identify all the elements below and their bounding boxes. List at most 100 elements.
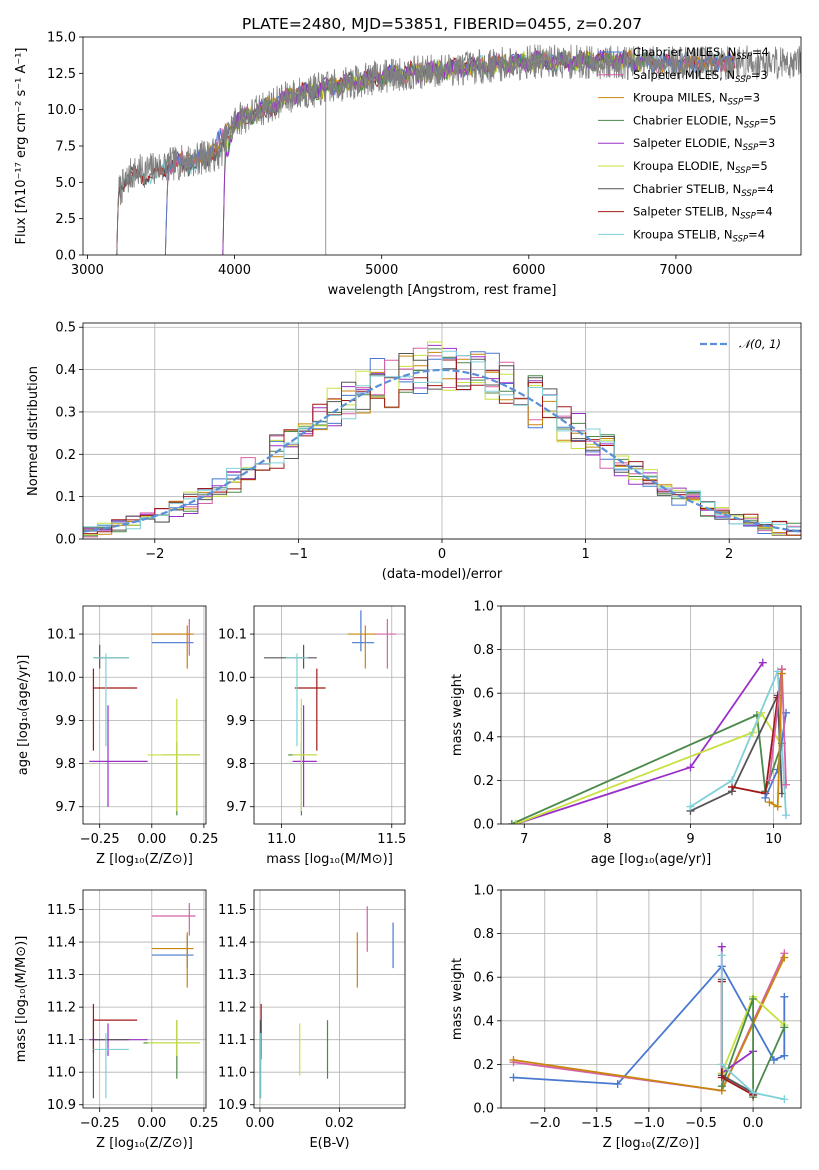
y-tick-label: 0.3 xyxy=(55,405,76,420)
y-tick-label: 5.0 xyxy=(55,176,76,191)
marker xyxy=(717,1073,726,1082)
x-tick-label: 5000 xyxy=(365,263,398,278)
y-tick-label: 0.2 xyxy=(55,448,76,463)
residuals-plot-area xyxy=(83,341,801,538)
errorbar-salpeter-elodie xyxy=(292,705,317,807)
mass-weight-vs-Z-frame xyxy=(500,889,802,1109)
x-tick-label: 7000 xyxy=(659,263,692,278)
marker xyxy=(782,811,791,820)
weights-kroupa-stelib xyxy=(717,951,789,1104)
y-tick-label: 11.5 xyxy=(47,903,76,918)
legend-entry: Chabrier STELIB, NSSP=4 xyxy=(633,182,774,199)
y-tick-label: 11.4 xyxy=(47,936,76,951)
y-tick-label: 11.4 xyxy=(218,936,247,951)
age-vs-mass-plot-area xyxy=(263,610,397,816)
errorbar-kroupa-stelib xyxy=(93,1033,129,1099)
y-tick-label: 9.8 xyxy=(55,757,76,772)
chart-title: PLATE=2480, MJD=53851, FIBERID=0455, z=0… xyxy=(242,15,642,33)
legend-entry: Kroupa STELIB, NSSP=4 xyxy=(633,227,765,244)
y-tick-label: 11.2 xyxy=(47,1001,76,1016)
y-tick-label: 10.0 xyxy=(47,671,76,686)
x-axis-label: mass [log₁₀(M/M⊙)] xyxy=(266,852,393,867)
y-tick-label: 0.1 xyxy=(55,490,76,505)
y-tick-label: 11.0 xyxy=(218,1066,247,1081)
x-tick-label: −2 xyxy=(145,547,164,562)
x-axis-label: E(B-V) xyxy=(309,1136,349,1151)
mass-vs-Z-plot-area xyxy=(89,903,200,1099)
mass-vs-ebv-axes: 0.00 0.02 10.9 11.0 11.1 11.2 11.3 11.4 11.5 E(B-… xyxy=(218,889,406,1151)
errorbar-kroupa-elodie xyxy=(292,698,317,812)
y-tick-label: 15.0 xyxy=(47,31,76,46)
y-axis-label: mass weight xyxy=(450,674,465,756)
marker xyxy=(749,995,758,1003)
marker xyxy=(780,953,789,962)
weights-salpeter-miles xyxy=(765,665,791,789)
y-tick-label: 11.5 xyxy=(218,903,247,918)
y-axis-label: mass [log₁₀(M/M⊙)] xyxy=(14,936,29,1063)
y-tick-label: 10.1 xyxy=(218,628,247,643)
y-tick-label: 11.3 xyxy=(218,968,247,983)
marker xyxy=(780,1051,789,1060)
errorbar-kroupa-miles xyxy=(151,932,194,988)
errorbar-salpeter-stelib xyxy=(92,1003,138,1053)
y-tick-label: 11.0 xyxy=(47,1066,76,1081)
errorbar-salpeter-elodie xyxy=(89,705,148,807)
mass-weight-vs-age-frame xyxy=(500,605,802,825)
y-tick-label: 2.5 xyxy=(55,212,76,227)
marker xyxy=(749,1088,758,1097)
spectrum-plot-area xyxy=(116,44,801,255)
y-tick-label: 0.2 xyxy=(473,1058,494,1073)
hist-kroupa-stelib xyxy=(83,350,801,530)
marker xyxy=(761,793,770,802)
y-tick-label: 0.5 xyxy=(55,321,76,336)
mass-weight-vs-Z-plot-area xyxy=(509,942,789,1104)
x-tick-label: 0.02 xyxy=(325,1116,354,1131)
y-tick-label: 9.9 xyxy=(226,714,247,729)
errorbar-kroupa-stelib xyxy=(93,653,129,747)
y-tick-label: 12.5 xyxy=(47,67,76,82)
y-tick-label: 10.0 xyxy=(47,103,76,118)
marker xyxy=(717,951,726,960)
y-tick-label: 0.6 xyxy=(473,687,494,702)
mass-weight-vs-age-axes: 7 8 9 10 0.0 0.2 0.4 0.6 0.8 1.0 age [log₁₀(age/yr… xyxy=(450,600,802,867)
x-tick-label: 11.5 xyxy=(377,832,406,847)
y-tick-label: 9.9 xyxy=(55,714,76,729)
legend-entry: 𝒩(0, 1) xyxy=(739,337,781,351)
mass-vs-ebv-frame xyxy=(253,889,406,1109)
x-axis-label: (data-model)/error xyxy=(382,567,503,582)
errorbar-salpeter-miles xyxy=(374,618,397,669)
y-tick-label: 10.1 xyxy=(47,628,76,643)
errorbar-kroupa-stelib xyxy=(285,653,309,747)
y-axis-label: age [log₁₀(age/yr)] xyxy=(16,655,31,776)
legend-entry: Kroupa MILES, NSSP=3 xyxy=(633,91,760,108)
residuals-axes: −2 −1 0 1 2 0.0 0.1 0.2 0.3 0.4 0.5 (data-model)/er… xyxy=(26,321,802,582)
y-tick-label: 10.9 xyxy=(218,1098,247,1113)
x-axis-label: wavelength [Angstrom, rest frame] xyxy=(328,283,557,298)
y-tick-label: 0.0 xyxy=(55,249,76,264)
errorbar-kroupa-miles xyxy=(347,625,377,669)
x-tick-label: 9 xyxy=(686,832,694,847)
marker xyxy=(765,798,774,807)
marker xyxy=(777,669,786,678)
mass-vs-ebv-plot-area xyxy=(259,906,394,1099)
weights-kroupa-miles xyxy=(509,953,789,1095)
y-tick-label: 11.1 xyxy=(218,1033,247,1048)
y-axis-label: mass weight xyxy=(450,958,465,1040)
x-tick-label: 11.0 xyxy=(267,832,296,847)
errorbar-kroupa-elodie xyxy=(147,1020,200,1056)
x-tick-label: −2.0 xyxy=(529,1116,561,1131)
x-tick-label: 0.25 xyxy=(189,832,218,847)
x-tick-label: 0.00 xyxy=(137,1116,166,1131)
marker xyxy=(686,763,695,772)
y-tick-label: 0.8 xyxy=(473,927,494,942)
x-tick-label: 6000 xyxy=(512,263,545,278)
legend-entry: Kroupa ELODIE, NSSP=5 xyxy=(633,159,768,176)
x-tick-label: 7 xyxy=(520,832,528,847)
errorbar-chabrier-miles xyxy=(352,610,375,652)
y-tick-label: 7.5 xyxy=(55,140,76,155)
x-axis-label: Z [log₁₀(Z/Z⊙)] xyxy=(603,1136,700,1151)
legend-entry: Salpeter MILES, NSSP=3 xyxy=(633,68,768,85)
marker xyxy=(717,942,726,951)
marker xyxy=(717,1060,726,1069)
